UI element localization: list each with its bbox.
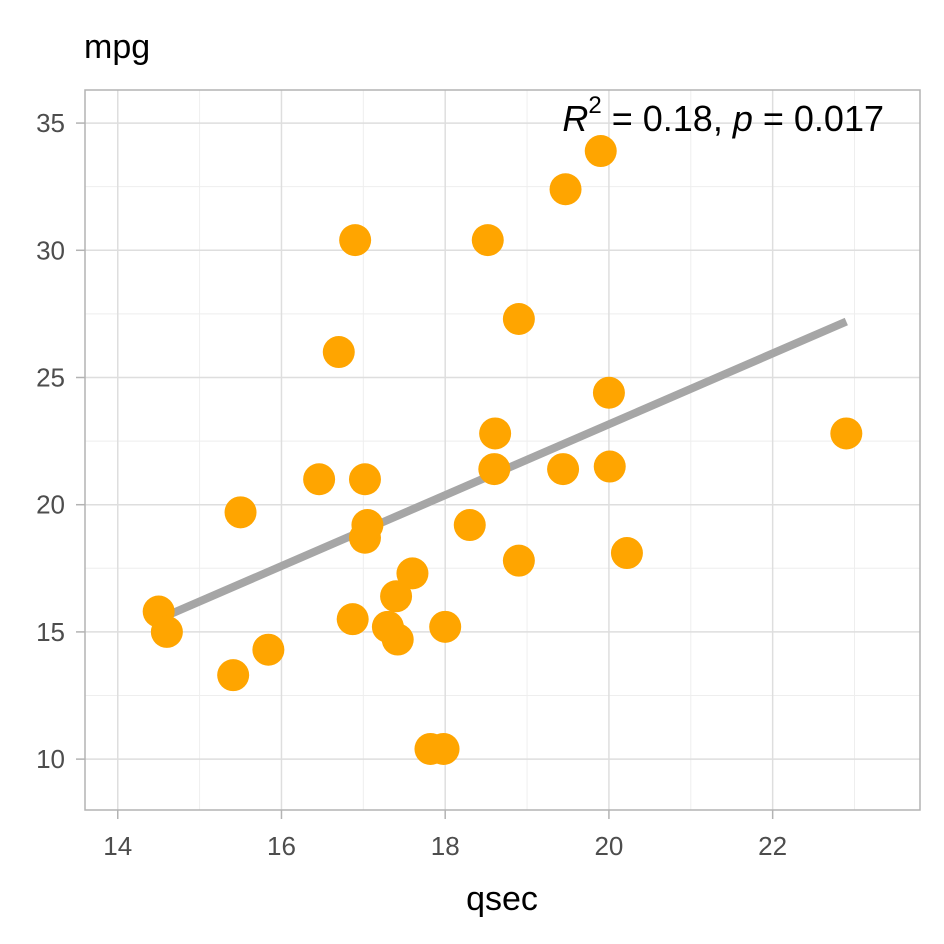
data-point [592,376,625,409]
data-point [478,453,511,486]
data-points [142,135,863,765]
y-tick-label: 10 [36,744,65,774]
data-point [593,450,626,483]
data-point [150,615,183,648]
data-point [380,580,413,613]
y-tick-label: 25 [36,362,65,392]
data-point [610,537,643,570]
x-tick-label: 20 [594,831,623,861]
data-point [584,135,617,168]
data-point [479,417,512,450]
y-tick-label: 15 [36,617,65,647]
x-tick-label: 16 [267,831,296,861]
data-point [471,224,504,257]
data-point [453,509,486,542]
x-tick-label: 22 [758,831,787,861]
major-gridlines [85,90,920,810]
data-point [371,610,404,643]
data-point [429,610,462,643]
data-point [396,557,429,590]
x-tick-label: 18 [431,831,460,861]
data-point [547,453,580,486]
data-point [830,417,863,450]
stats-annotation: R2 = 0.18, p = 0.017 [562,92,884,139]
data-point [303,463,336,496]
panel-border [84,89,921,811]
x-axis-title: qsec [466,880,538,918]
minor-gridlines [85,90,920,810]
data-point [224,496,257,529]
data-point [252,633,285,666]
data-point [217,659,250,692]
x-tick-label: 14 [103,831,132,861]
chart-title: mpg [84,28,150,66]
y-tick-label: 20 [36,490,65,520]
data-point [351,509,384,542]
data-point [336,603,369,636]
data-point [549,173,582,206]
data-point [348,463,381,496]
data-point [339,224,372,257]
y-tick-label: 30 [36,235,65,265]
data-point [322,336,355,369]
y-tick-label: 35 [36,108,65,138]
data-point [502,302,535,335]
data-point [414,732,447,765]
axis-ticks: 14 16 18 20 22 10 15 20 25 30 35 [36,108,787,861]
data-point [502,544,535,577]
